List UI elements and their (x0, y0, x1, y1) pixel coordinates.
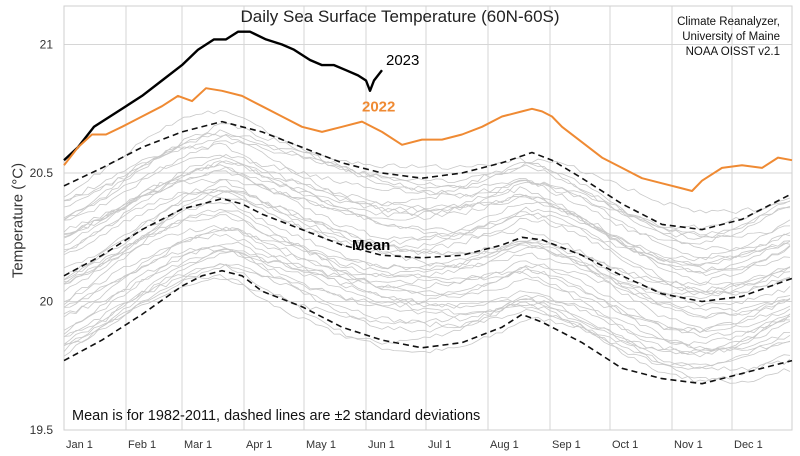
x-tick-label: Oct 1 (612, 439, 638, 451)
std-dev-line (63, 120, 793, 231)
background-year-line (63, 142, 791, 252)
background-year-line (63, 154, 791, 262)
background-year-line (63, 123, 791, 231)
chart-title: Daily Sea Surface Temperature (60N-60S) (240, 7, 560, 26)
x-tick-label: Nov 1 (674, 439, 703, 451)
background-year-line (63, 227, 791, 334)
x-tick-label: Mar 1 (184, 439, 212, 451)
y-tick-label: 19.5 (30, 423, 54, 437)
background-year-lines (63, 110, 791, 384)
background-year-line (63, 201, 791, 307)
x-tick-label: Apr 1 (246, 439, 272, 451)
background-year-line (63, 263, 791, 371)
y-tick-label: 21 (40, 38, 54, 52)
background-year-line (63, 263, 791, 367)
background-year-line (63, 154, 791, 259)
series-annotations: 2023 2022 Mean (352, 52, 419, 254)
background-year-line (63, 190, 791, 296)
background-year-line (63, 245, 791, 352)
x-tick-label: May 1 (306, 439, 336, 451)
source-credit: Climate Reanalyzer, University of Maine … (677, 15, 780, 60)
series-lines (63, 30, 793, 385)
plot-frame (63, 5, 793, 431)
background-year-line (63, 178, 791, 286)
x-tick-label: Sep 1 (552, 439, 581, 451)
series-line-2023 (63, 30, 383, 162)
source-line: Climate Reanalyzer, (677, 16, 780, 28)
source-line: NOAA OISST v2.1 (685, 46, 780, 58)
background-year-line (63, 178, 791, 288)
background-year-line (63, 214, 791, 319)
annotation-label: 2023 (386, 52, 419, 69)
background-year-line (63, 208, 791, 313)
y-tick-label: 20.5 (30, 166, 54, 180)
background-year-line (63, 251, 791, 358)
annotation-label: 2022 (362, 98, 395, 115)
background-year-line (63, 248, 791, 355)
grid-lines (63, 5, 793, 431)
y-axis-label: Temperature (°C) (9, 162, 27, 279)
x-tick-label: Aug 1 (490, 439, 519, 451)
chart-note: Mean is for 1982-2011, dashed lines are … (72, 408, 481, 424)
background-year-line (63, 263, 791, 370)
background-year-line (63, 160, 791, 267)
x-tick-label: Feb 1 (128, 439, 156, 451)
x-tick-label: Jun 1 (368, 439, 395, 451)
background-year-line (63, 247, 791, 353)
std-dev-line (63, 269, 793, 385)
series-line-mean (63, 197, 793, 303)
annotation-label: Mean (352, 237, 390, 254)
background-year-line (63, 160, 791, 265)
background-year-line (63, 211, 791, 318)
x-tick-label: Jul 1 (428, 439, 451, 451)
series-line-2022 (63, 87, 793, 192)
background-year-line (63, 277, 791, 383)
background-year-line (63, 250, 791, 354)
background-year-line (63, 166, 791, 274)
background-year-line (63, 133, 791, 240)
background-year-line (63, 225, 791, 332)
background-year-line (63, 188, 791, 295)
background-year-line (63, 140, 791, 245)
axis-ticks: Jan 1 Feb 1 Mar 1 Apr 1 May 1 Jun 1 Jul 1 Aug 1… (30, 38, 763, 451)
background-year-line (63, 241, 791, 346)
background-year-line (63, 129, 791, 236)
background-year-line (63, 110, 791, 214)
source-line: University of Maine (682, 31, 780, 43)
y-tick-label: 20 (40, 295, 54, 309)
x-tick-label: Jan 1 (66, 439, 93, 451)
x-tick-label: Dec 1 (734, 439, 763, 451)
